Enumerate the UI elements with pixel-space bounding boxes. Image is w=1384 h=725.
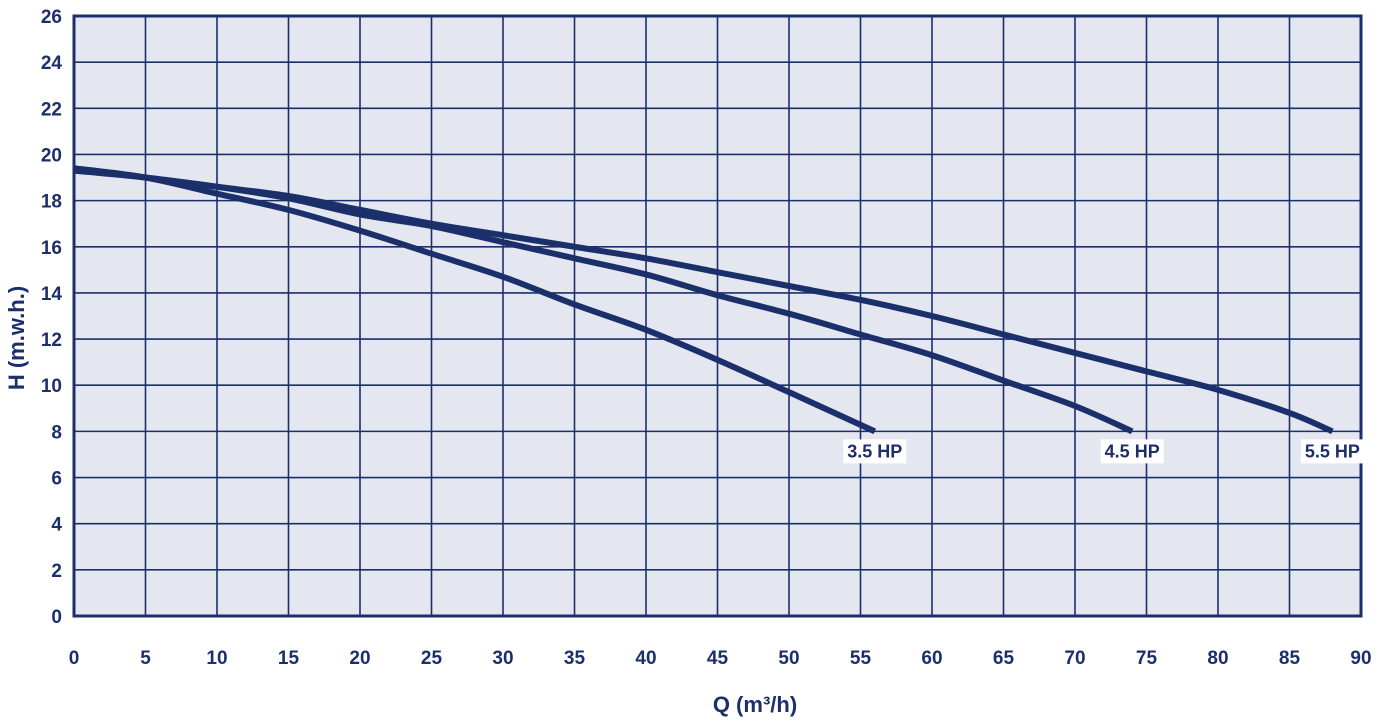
- y-tick-label: 4: [51, 515, 62, 536]
- curve-series-0: [73, 165, 877, 435]
- curve-end-label: 5.5 HP: [1300, 439, 1364, 464]
- x-tick-label: 20: [349, 648, 370, 669]
- series-label: 4.5 HP: [1105, 441, 1160, 461]
- x-tick-label: 65: [993, 648, 1015, 669]
- x-tick-label: 60: [921, 648, 942, 669]
- x-tick-label: 15: [278, 648, 300, 669]
- series-label: 3.5 HP: [847, 441, 902, 461]
- x-tick-label: 90: [1350, 648, 1371, 669]
- y-tick-label: 8: [51, 422, 62, 443]
- x-tick-label: 85: [1279, 648, 1301, 669]
- series-label-background: [1100, 439, 1164, 464]
- series-label-background: [843, 439, 907, 464]
- y-tick-label: 14: [41, 284, 63, 305]
- series-label-background: [1300, 439, 1364, 464]
- x-tick-label: 40: [635, 648, 656, 669]
- plot-border: [72, 14, 1363, 618]
- y-tick-label: 6: [51, 469, 62, 490]
- x-tick-label: 0: [69, 648, 80, 669]
- x-tick-label: 10: [206, 648, 227, 669]
- y-tick-label: 0: [51, 607, 62, 628]
- series-label: 5.5 HP: [1305, 441, 1360, 461]
- y-tick-label: 10: [41, 376, 62, 397]
- y-tick-label: 16: [41, 238, 62, 259]
- x-tick-label: 80: [1207, 648, 1228, 669]
- x-tick-label: 45: [707, 648, 729, 669]
- y-tick-label: 2: [51, 561, 62, 582]
- y-tick-label: 26: [41, 7, 62, 28]
- x-tick-label: 55: [850, 648, 872, 669]
- x-tick-label: 30: [492, 648, 513, 669]
- x-axis-title: Q (m³/h): [713, 692, 797, 717]
- x-tick-label: 25: [421, 648, 443, 669]
- y-tick-label: 20: [41, 145, 62, 166]
- curve-series-2: [73, 167, 1334, 435]
- y-tick-label: 18: [41, 192, 62, 213]
- y-tick-label: 12: [41, 330, 62, 351]
- x-tick-label: 50: [778, 648, 799, 669]
- curve-end-label: 4.5 HP: [1100, 439, 1164, 464]
- x-tick-label: 5: [140, 648, 151, 669]
- curve-end-label: 3.5 HP: [843, 439, 907, 464]
- x-tick-label: 70: [1064, 648, 1085, 669]
- y-tick-label: 24: [41, 53, 63, 74]
- y-tick-label: 22: [41, 99, 62, 120]
- y-axis-title: H (m.w.h.): [4, 286, 29, 390]
- x-tick-label: 75: [1136, 648, 1158, 669]
- x-tick-label: 35: [564, 648, 586, 669]
